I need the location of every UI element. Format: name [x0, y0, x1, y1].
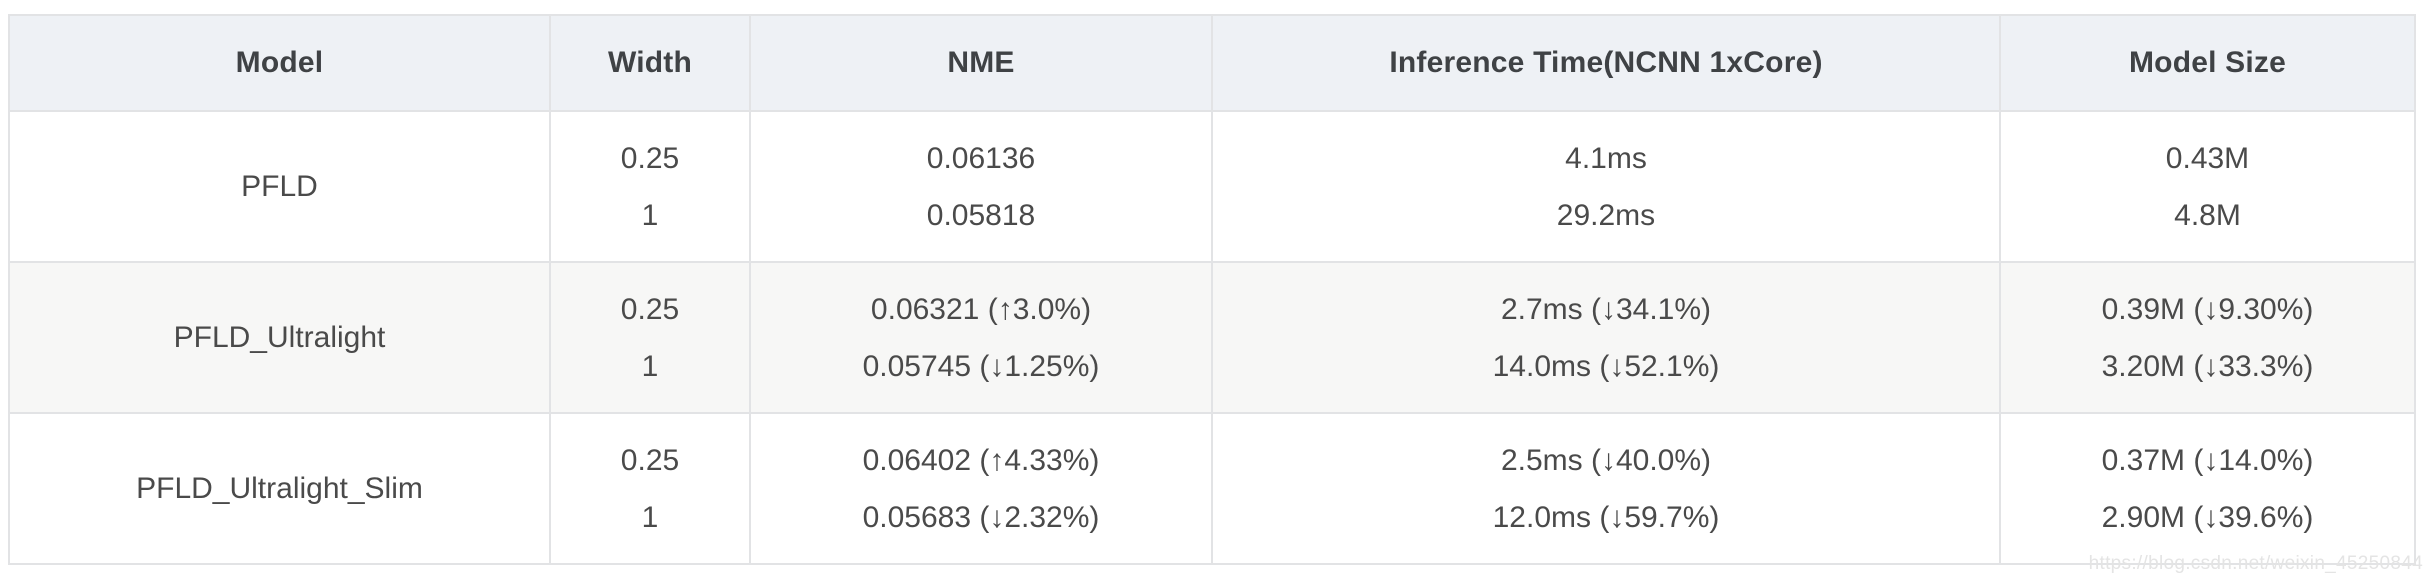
column-header-inference-time: Inference Time(NCNN 1xCore)	[1211, 14, 2001, 112]
width-cell: 0.25 1	[549, 412, 751, 565]
inference-time-value: 2.7ms (↓34.1%)	[1500, 292, 1712, 326]
width-value: 1	[641, 349, 659, 383]
inference-time-value: 2.5ms (↓40.0%)	[1500, 443, 1712, 477]
width-value: 0.25	[620, 292, 680, 326]
width-value: 1	[641, 500, 659, 534]
inference-time-cell: 2.5ms (↓40.0%) 12.0ms (↓59.7%)	[1211, 412, 2001, 565]
column-header-nme: NME	[749, 14, 1213, 112]
inference-time-value: 4.1ms	[1565, 141, 1647, 175]
model-size-cell: 0.39M (↓9.30%) 3.20M (↓33.3%)	[1999, 261, 2416, 414]
column-header-width: Width	[549, 14, 751, 112]
inference-time-cell: 4.1ms 29.2ms	[1211, 110, 2001, 263]
model-size-value: 3.20M (↓33.3%)	[2101, 349, 2314, 383]
model-name-cell: PFLD_Ultralight_Slim	[8, 412, 551, 565]
inference-time-cell: 2.7ms (↓34.1%) 14.0ms (↓52.1%)	[1211, 261, 2001, 414]
width-cell: 0.25 1	[549, 110, 751, 263]
table-row-pfld: PFLD 0.25 1 0.06136 0.05818 4.1ms 29.2ms…	[8, 110, 2416, 263]
model-size-cell: 0.37M (↓14.0%) 2.90M (↓39.6%)	[1999, 412, 2416, 565]
nme-cell: 0.06321 (↑3.0%) 0.05745 (↓1.25%)	[749, 261, 1213, 414]
model-size-value: 0.37M (↓14.0%)	[2101, 443, 2314, 477]
nme-value: 0.06402 (↑4.33%)	[862, 443, 1100, 477]
model-size-value: 0.43M	[2165, 141, 2250, 175]
table-header-row: Model Width NME Inference Time(NCNN 1xCo…	[8, 14, 2416, 112]
column-header-model: Model	[8, 14, 551, 112]
width-value: 0.25	[620, 141, 680, 175]
model-size-value: 0.39M (↓9.30%)	[2101, 292, 2314, 326]
nme-cell: 0.06136 0.05818	[749, 110, 1213, 263]
model-name-label: PFLD_Ultralight_Slim	[136, 471, 423, 505]
model-name-cell: PFLD	[8, 110, 551, 263]
nme-value: 0.06136	[926, 141, 1036, 175]
model-size-value: 2.90M (↓39.6%)	[2101, 500, 2314, 534]
table-row-pfld-ultralight-slim: PFLD_Ultralight_Slim 0.25 1 0.06402 (↑4.…	[8, 412, 2416, 565]
nme-value: 0.05745 (↓1.25%)	[862, 349, 1100, 383]
table-row-pfld-ultralight: PFLD_Ultralight 0.25 1 0.06321 (↑3.0%) 0…	[8, 261, 2416, 414]
width-cell: 0.25 1	[549, 261, 751, 414]
nme-value: 0.06321 (↑3.0%)	[870, 292, 1092, 326]
model-name-label: PFLD_Ultralight	[173, 320, 386, 354]
inference-time-value: 12.0ms (↓59.7%)	[1492, 500, 1720, 534]
model-size-value: 4.8M	[2174, 198, 2241, 232]
model-benchmark-table: Model Width NME Inference Time(NCNN 1xCo…	[8, 14, 2416, 565]
width-value: 1	[641, 198, 659, 232]
inference-time-value: 29.2ms	[1556, 198, 1656, 232]
model-name-label: PFLD	[241, 169, 318, 203]
width-value: 0.25	[620, 443, 680, 477]
nme-value: 0.05818	[926, 198, 1036, 232]
inference-time-value: 14.0ms (↓52.1%)	[1492, 349, 1720, 383]
nme-cell: 0.06402 (↑4.33%) 0.05683 (↓2.32%)	[749, 412, 1213, 565]
nme-value: 0.05683 (↓2.32%)	[862, 500, 1100, 534]
column-header-model-size: Model Size	[1999, 14, 2416, 112]
model-size-cell: 0.43M 4.8M	[1999, 110, 2416, 263]
model-name-cell: PFLD_Ultralight	[8, 261, 551, 414]
